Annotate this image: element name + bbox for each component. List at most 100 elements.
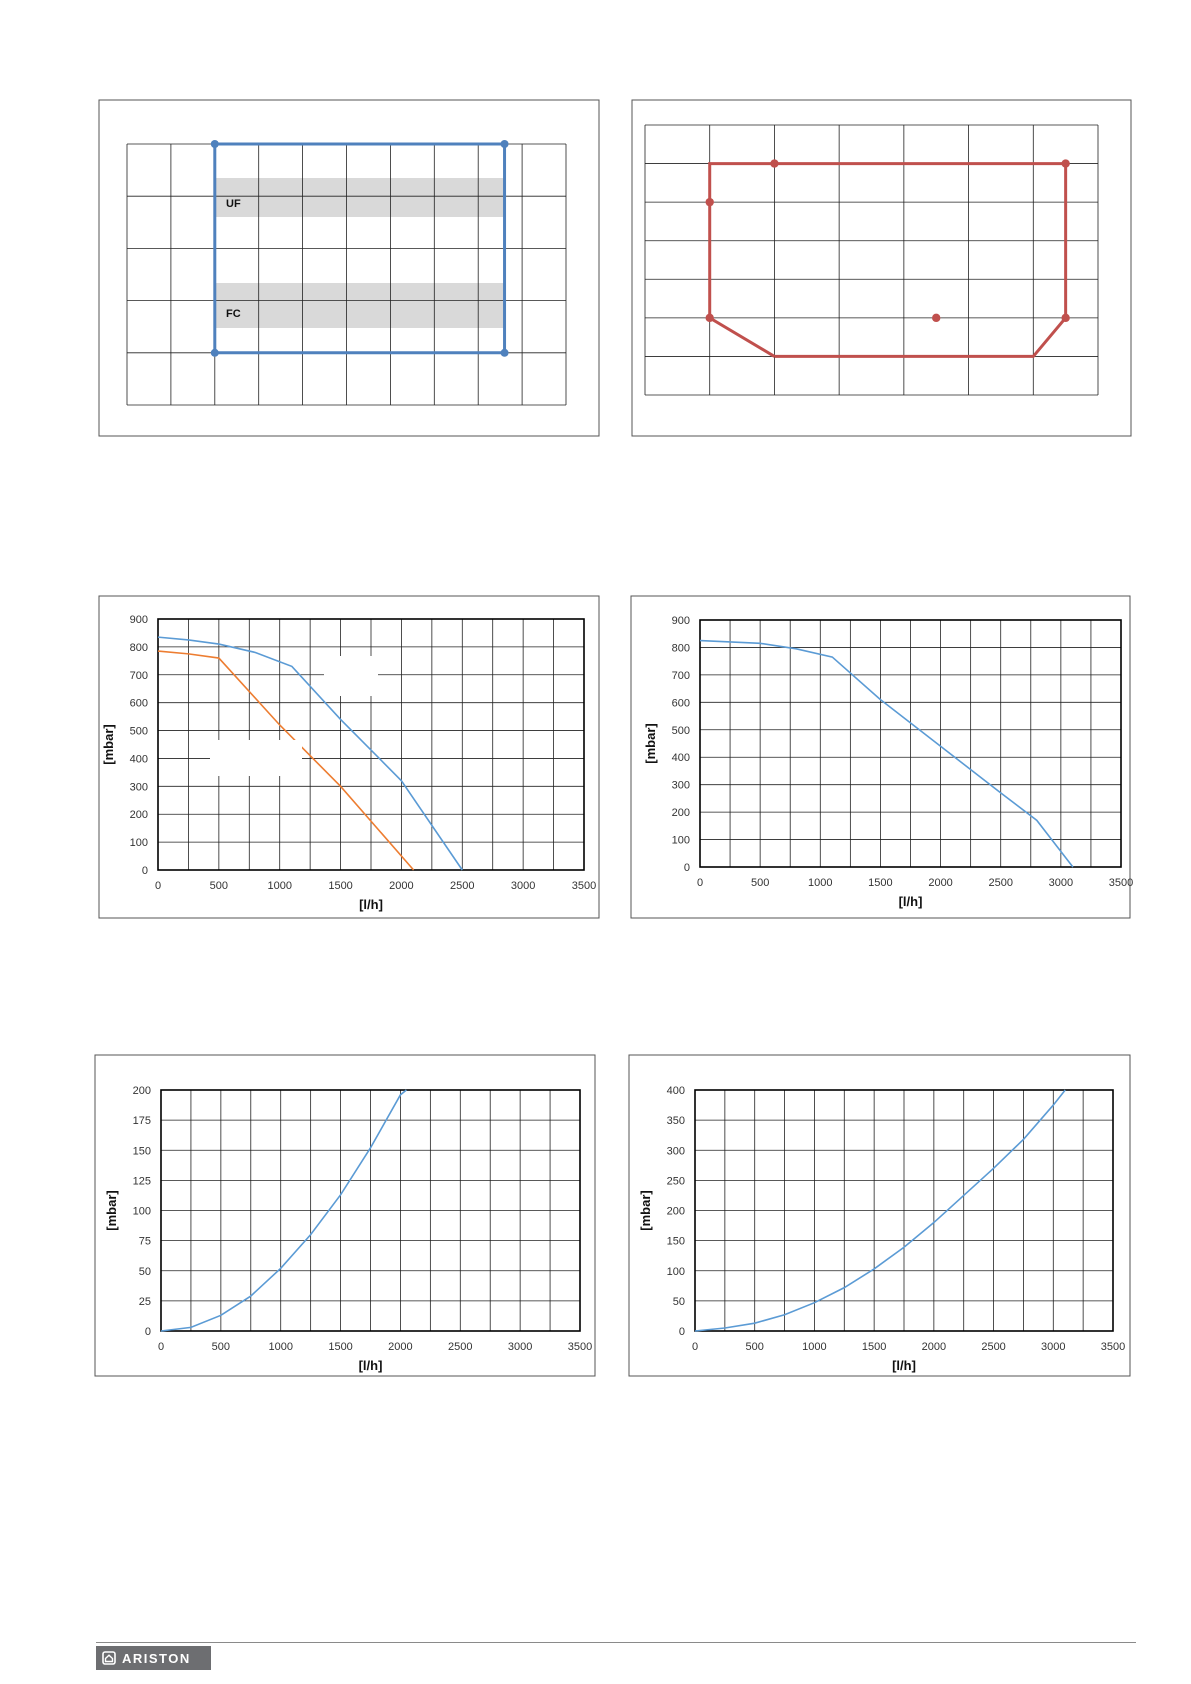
y-tick-label: 700 xyxy=(672,670,690,682)
series-line-1 xyxy=(157,636,463,871)
x-tick-label: 0 xyxy=(697,877,703,889)
y-tick-label: 200 xyxy=(672,807,690,819)
house-icon xyxy=(102,1651,116,1665)
y-axis-label: [mbar] xyxy=(104,1190,119,1230)
chart-frame-2 xyxy=(631,99,1132,437)
y-tick-label: 900 xyxy=(672,615,690,627)
y-tick-label: 200 xyxy=(133,1085,151,1097)
zone-label-uf: UF xyxy=(226,198,241,210)
series-line-1 xyxy=(160,1089,407,1332)
x-tick-label: 2500 xyxy=(448,1341,472,1353)
x-tick-label: 2000 xyxy=(389,880,413,892)
x-tick-label: 1000 xyxy=(267,880,291,892)
plot-border xyxy=(157,618,585,871)
y-tick-label: 100 xyxy=(133,1206,151,1218)
x-tick-label: 1500 xyxy=(868,877,892,889)
y-tick-label: 25 xyxy=(139,1296,151,1308)
ariston-logo: ARISTON xyxy=(96,1646,211,1670)
x-tick-label: 3500 xyxy=(572,880,596,892)
envelope-point xyxy=(210,140,219,148)
plot-border xyxy=(694,1089,1114,1332)
y-tick-label: 0 xyxy=(142,865,148,877)
y-tick-label: 0 xyxy=(145,1326,151,1338)
y-tick-label: 0 xyxy=(684,862,690,874)
chart-frame-5 xyxy=(94,1054,596,1377)
x-axis-label: [l/h] xyxy=(899,894,923,909)
y-tick-label: 500 xyxy=(130,726,148,738)
x-tick-label: 2500 xyxy=(988,877,1012,889)
x-tick-label: 2000 xyxy=(922,1341,946,1353)
x-axis-label: [l/h] xyxy=(359,897,383,912)
y-tick-label: 250 xyxy=(667,1175,685,1187)
x-tick-label: 1000 xyxy=(802,1341,826,1353)
x-tick-label: 3500 xyxy=(568,1341,592,1353)
chart-frame-4 xyxy=(630,595,1131,919)
envelope-point xyxy=(705,313,714,323)
x-tick-label: 1000 xyxy=(808,877,832,889)
chart-frame-1 xyxy=(98,99,600,437)
x-tick-label: 500 xyxy=(210,880,228,892)
pressure-chart-2: 0 100 200 300 400 500 600 700 800 900 0 500 1000 1500… xyxy=(643,615,1133,909)
envelope-point xyxy=(500,348,509,357)
x-tick-label: 2500 xyxy=(450,880,474,892)
y-tick-label: 900 xyxy=(130,614,148,626)
y-tick-label: 700 xyxy=(130,670,148,682)
x-axis-label: [l/h] xyxy=(892,1358,916,1373)
envelope-line xyxy=(708,162,1068,358)
series-line-2 xyxy=(157,650,415,871)
x-tick-label: 500 xyxy=(212,1341,230,1353)
plot-border xyxy=(160,1089,581,1332)
zone-band-fc xyxy=(214,283,505,328)
x-tick-label: 500 xyxy=(751,877,769,889)
x-tick-label: 2500 xyxy=(981,1341,1005,1353)
y-tick-label: 400 xyxy=(672,752,690,764)
footer-rule xyxy=(96,1642,1136,1643)
chart-frame-3 xyxy=(98,595,600,919)
envelope-chart-right xyxy=(644,124,1099,396)
y-tick-label: 100 xyxy=(130,837,148,849)
y-tick-label: 400 xyxy=(667,1085,685,1097)
y-tick-label: 600 xyxy=(672,697,690,709)
series-line-1 xyxy=(694,1089,1066,1332)
y-tick-label: 0 xyxy=(679,1326,685,1338)
pressure-chart-4: 0 50 100 150 200 250 300 350 400 0 500 1000 1500 2000… xyxy=(638,1085,1125,1373)
envelope-point xyxy=(932,313,941,323)
x-tick-label: 2000 xyxy=(928,877,952,889)
y-tick-label: 600 xyxy=(130,698,148,710)
plot-border xyxy=(699,619,1122,868)
series-line-1 xyxy=(699,639,1074,868)
y-tick-label: 800 xyxy=(130,642,148,654)
y-tick-label: 500 xyxy=(672,725,690,737)
x-tick-label: 3000 xyxy=(1041,1341,1065,1353)
y-tick-label: 50 xyxy=(139,1266,151,1278)
x-tick-label: 3000 xyxy=(1049,877,1073,889)
y-tick-label: 300 xyxy=(672,780,690,792)
x-tick-label: 3000 xyxy=(508,1341,532,1353)
y-tick-label: 800 xyxy=(672,642,690,654)
y-axis-label: [mbar] xyxy=(643,723,658,763)
envelope-point xyxy=(705,197,714,207)
x-tick-label: 3000 xyxy=(511,880,535,892)
x-tick-label: 0 xyxy=(158,1341,164,1353)
y-tick-label: 150 xyxy=(667,1236,685,1248)
x-tick-label: 1500 xyxy=(328,880,352,892)
envelope-point xyxy=(770,159,779,168)
label-mask xyxy=(210,740,302,776)
envelope-point xyxy=(1061,313,1070,323)
chart-frame-6 xyxy=(628,1054,1131,1377)
x-tick-label: 2000 xyxy=(388,1341,412,1353)
y-tick-label: 300 xyxy=(667,1145,685,1157)
y-tick-label: 175 xyxy=(133,1115,151,1127)
y-axis-label: [mbar] xyxy=(101,724,116,764)
x-tick-label: 3500 xyxy=(1109,877,1133,889)
y-tick-label: 125 xyxy=(133,1175,151,1187)
x-tick-label: 0 xyxy=(155,880,161,892)
x-axis-label: [l/h] xyxy=(359,1358,383,1373)
envelope-point xyxy=(210,348,219,357)
x-tick-label: 0 xyxy=(692,1341,698,1353)
y-tick-label: 50 xyxy=(673,1296,685,1308)
y-tick-label: 200 xyxy=(130,809,148,821)
y-tick-label: 75 xyxy=(139,1236,151,1248)
y-axis-label: [mbar] xyxy=(638,1190,653,1230)
